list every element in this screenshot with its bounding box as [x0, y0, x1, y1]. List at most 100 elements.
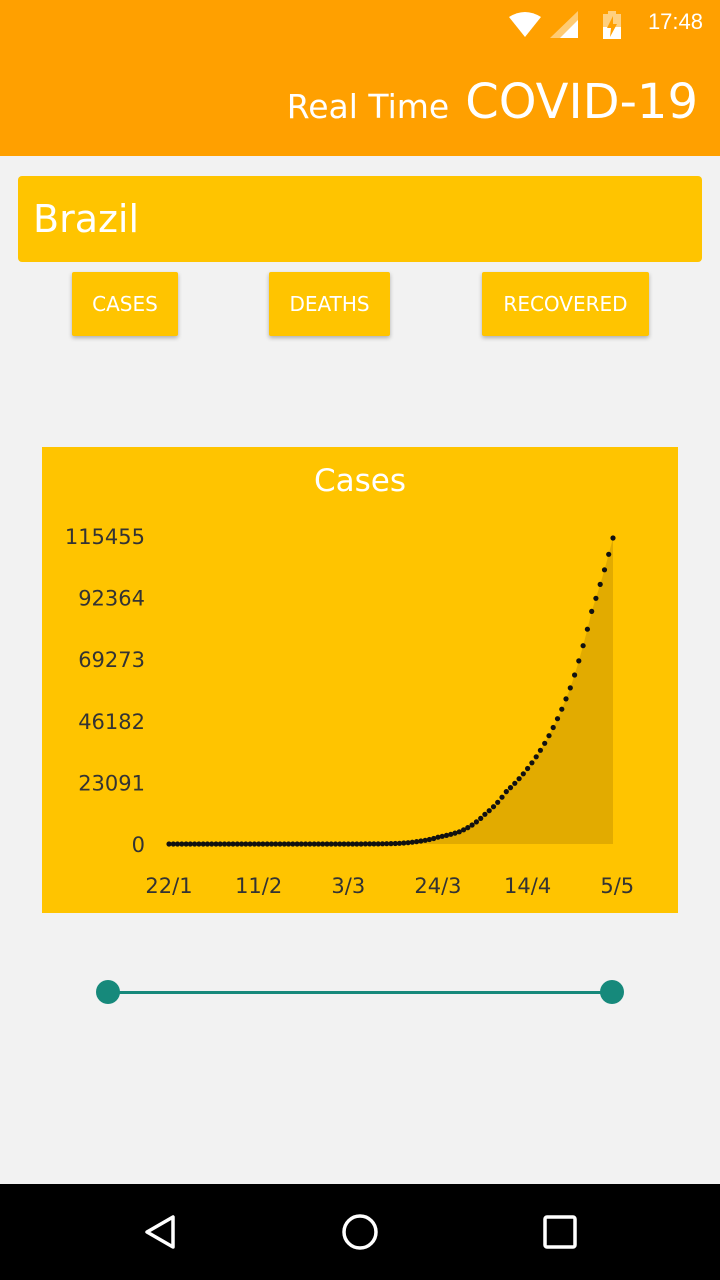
data-point: [593, 595, 599, 601]
data-point: [251, 841, 257, 847]
y-tick-label: 23091: [78, 771, 145, 795]
data-point: [226, 841, 232, 847]
x-tick-label: 14/4: [504, 874, 551, 898]
data-point: [324, 841, 330, 847]
data-point: [174, 841, 181, 847]
chart-plot: 0 23091 46182 69273 92364 115455 22/1 11/2 3/3 24…: [65, 525, 634, 898]
data-point: [439, 833, 445, 839]
data-point: [375, 841, 381, 847]
data-point: [264, 841, 270, 847]
data-point: [354, 841, 360, 847]
data-point: [200, 841, 206, 847]
data-point: [311, 841, 317, 847]
data-point: [546, 733, 552, 739]
data-point: [559, 706, 565, 712]
data-point: [285, 841, 292, 847]
data-point: [192, 841, 198, 847]
data-point: [362, 841, 368, 847]
country-selector[interactable]: Brazil: [18, 176, 702, 262]
data-point: [315, 841, 321, 847]
data-point: [392, 840, 398, 847]
data-point: [350, 841, 356, 847]
data-point: [320, 841, 326, 847]
data-point: [384, 841, 390, 847]
data-point: [358, 841, 364, 847]
data-point: [260, 841, 266, 847]
data-point: [294, 841, 300, 847]
data-point: [550, 724, 556, 731]
data-point: [580, 643, 586, 649]
data-point: [448, 831, 454, 837]
recents-icon[interactable]: [536, 1208, 584, 1256]
data-point: [572, 672, 578, 678]
data-point: [473, 819, 479, 825]
x-tick-label: 24/3: [414, 874, 461, 898]
data-point: [597, 581, 603, 587]
data-point: [507, 785, 514, 791]
data-point: [584, 626, 591, 632]
data-point: [243, 841, 249, 847]
back-icon[interactable]: [136, 1208, 184, 1256]
app-title-prefix: Real Time: [286, 87, 450, 126]
y-tick-label: 46182: [78, 710, 145, 734]
data-point: [179, 841, 185, 847]
data-point: [529, 760, 535, 766]
data-point: [414, 839, 420, 845]
data-point: [499, 794, 505, 800]
home-icon[interactable]: [336, 1208, 384, 1256]
data-point: [426, 836, 432, 843]
data-point: [589, 608, 595, 614]
data-point: [166, 841, 172, 847]
data-point: [435, 834, 441, 840]
y-tick-label: 115455: [65, 525, 145, 549]
data-point: [576, 658, 582, 664]
y-tick-label: 69273: [78, 648, 145, 672]
data-point: [307, 841, 313, 847]
data-point: [196, 841, 202, 847]
data-point: [332, 841, 339, 847]
data-point: [337, 841, 343, 847]
data-point: [187, 841, 193, 847]
data-point: [290, 841, 296, 847]
x-tick-label: 11/2: [235, 874, 282, 898]
app-title-main: COVID-19: [465, 74, 698, 130]
y-tick-label: 92364: [78, 587, 145, 611]
data-point: [443, 832, 450, 838]
data-point: [303, 841, 309, 847]
country-label: Brazil: [33, 197, 140, 241]
data-point: [379, 841, 386, 847]
data-point: [256, 841, 262, 847]
cases-button[interactable]: CASES: [72, 272, 178, 336]
data-point: [367, 841, 373, 847]
data-point: [567, 685, 573, 691]
date-range-slider[interactable]: [96, 978, 624, 1006]
data-point: [170, 841, 176, 847]
data-point: [209, 841, 215, 847]
slider-end-thumb[interactable]: [600, 980, 624, 1004]
cases-area: [169, 538, 613, 844]
data-point: [183, 841, 189, 847]
data-point: [456, 829, 462, 835]
slider-track[interactable]: [108, 991, 612, 994]
data-point: [273, 841, 279, 847]
data-point: [461, 827, 467, 833]
data-point: [469, 822, 475, 828]
deaths-button[interactable]: DEATHS: [269, 272, 390, 336]
data-point: [230, 841, 236, 847]
battery-charging-icon: [603, 11, 621, 39]
status-bar: 17:48: [0, 0, 720, 48]
recovered-button[interactable]: RECOVERED: [482, 272, 649, 336]
data-point: [371, 841, 377, 847]
slider-start-thumb[interactable]: [96, 980, 120, 1004]
data-point: [217, 841, 223, 847]
data-point: [234, 841, 240, 847]
app-header: 17:48 Real Time COVID-19: [0, 0, 720, 156]
data-point: [431, 835, 437, 842]
data-point: [516, 776, 522, 782]
data-point: [503, 789, 509, 795]
chart-title: Cases: [313, 463, 407, 499]
cases-chart: Cases 0 23091 46182 69273 92364 115455 22/1 11/…: [42, 447, 678, 913]
data-point: [601, 567, 608, 573]
data-point: [563, 696, 569, 702]
x-tick-label: 3/3: [331, 874, 365, 898]
